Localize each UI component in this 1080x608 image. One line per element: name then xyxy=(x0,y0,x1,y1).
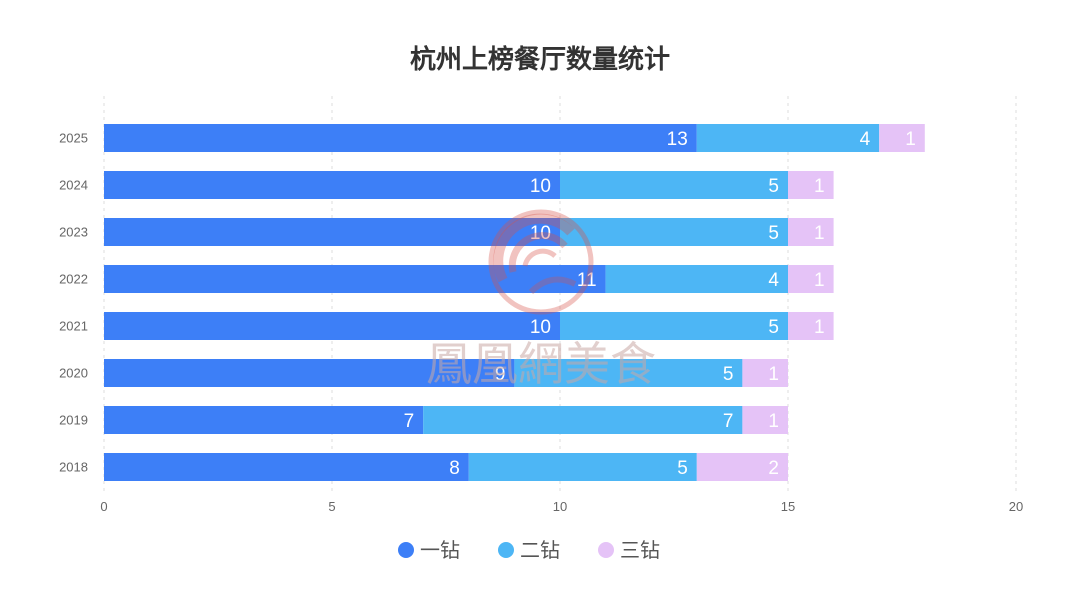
x-tick-label-3: 15 xyxy=(781,499,795,514)
legend-label-2: 三钻 xyxy=(620,538,660,562)
bar-label-2018-series-0: 8 xyxy=(449,458,460,479)
grid-layer xyxy=(103,96,1017,494)
bar-label-2024-series-1: 5 xyxy=(768,176,779,197)
bar-label-2018-series-1: 5 xyxy=(677,458,688,479)
bar-label-2022-series-0: 11 xyxy=(577,270,597,291)
legend-label-0: 一钻 xyxy=(420,538,460,562)
y-tick-label-2024: 2024 xyxy=(59,178,88,193)
bar-2025-series-2 xyxy=(879,124,925,152)
bar-2019-series-1 xyxy=(423,406,743,434)
bar-label-2025-series-0: 13 xyxy=(667,129,688,150)
bar-label-2018-series-2: 2 xyxy=(768,458,779,479)
phoenix-logo-icon xyxy=(488,209,594,315)
y-tick-label-2021: 2021 xyxy=(59,319,88,334)
watermark: 鳳凰網美食 xyxy=(426,209,656,391)
chart-title: 杭州上榜餐厅数量统计 xyxy=(410,44,670,75)
bar-label-2019-series-1: 7 xyxy=(723,411,734,432)
bar-label-2019-series-2: 1 xyxy=(768,411,779,432)
bar-label-2023-series-0: 10 xyxy=(530,223,551,244)
bar-2024-series-0 xyxy=(104,171,560,199)
bar-2024-series-2 xyxy=(788,171,834,199)
bar-2021-series-1 xyxy=(560,312,788,340)
bar-label-2024-series-0: 10 xyxy=(530,176,551,197)
bar-label-2024-series-2: 1 xyxy=(814,176,825,197)
bar-2019-series-0 xyxy=(104,406,424,434)
bar-2020-series-2 xyxy=(742,359,788,387)
bar-label-2023-series-2: 1 xyxy=(814,223,825,244)
y-tick-label-2025: 2025 xyxy=(59,131,88,146)
legend-marker-2 xyxy=(598,542,614,558)
bar-2022-series-1 xyxy=(605,265,788,293)
y-tick-label-2023: 2023 xyxy=(59,225,88,240)
bar-label-2025-series-2: 1 xyxy=(905,129,916,150)
legend: 一钻 二钻 三钻 xyxy=(398,538,660,562)
bar-label-2021-series-0: 10 xyxy=(530,317,551,338)
bar-label-2020-series-1: 5 xyxy=(723,364,734,385)
legend-marker-0 xyxy=(398,542,414,558)
bar-label-2020-series-2: 1 xyxy=(768,364,779,385)
bar-2022-series-2 xyxy=(788,265,834,293)
x-tick-label-1: 5 xyxy=(328,499,335,514)
bar-label-2021-series-1: 5 xyxy=(768,317,779,338)
bar-2021-series-0 xyxy=(104,312,560,340)
bar-label-2022-series-1: 4 xyxy=(768,270,779,291)
data-labels: 13 4 110 5 110 5 111 4 110 5 19 5 17 7 18 5 2 xyxy=(404,129,916,479)
bars xyxy=(104,124,925,481)
bar-2025-series-0 xyxy=(104,124,697,152)
bar-2018-series-0 xyxy=(104,453,469,481)
y-axis-ticks: 2025 2024 2023 2022 2021 2020 2019 2018 xyxy=(59,131,88,475)
bar-2020-series-1 xyxy=(514,359,743,387)
y-tick-label-2022: 2022 xyxy=(59,272,88,287)
legend-marker-1 xyxy=(498,542,514,558)
x-tick-label-2: 10 xyxy=(553,499,567,514)
bar-2023-series-0 xyxy=(104,218,560,246)
x-tick-label-0: 0 xyxy=(100,499,107,514)
bar-2019-series-2 xyxy=(742,406,788,434)
bar-label-2019-series-0: 7 xyxy=(404,411,415,432)
bar-label-2023-series-1: 5 xyxy=(768,223,779,244)
bar-2018-series-1 xyxy=(468,453,697,481)
bar-label-2022-series-2: 1 xyxy=(814,270,825,291)
y-tick-label-2020: 2020 xyxy=(59,366,88,381)
bar-label-2025-series-1: 4 xyxy=(860,129,871,150)
x-axis-ticks: 0 5 10 15 20 xyxy=(100,499,1023,514)
bar-2018-series-2 xyxy=(696,453,788,481)
y-tick-label-2018: 2018 xyxy=(59,460,88,475)
bar-2020-series-0 xyxy=(104,359,515,387)
bar-2023-series-2 xyxy=(788,218,834,246)
x-tick-label-4: 20 xyxy=(1009,499,1023,514)
watermark-text: 鳳凰網美食 xyxy=(426,337,656,391)
bar-2022-series-0 xyxy=(104,265,606,293)
y-tick-label-2019: 2019 xyxy=(59,413,88,428)
bar-2024-series-1 xyxy=(560,171,788,199)
legend-label-1: 二钻 xyxy=(520,538,560,562)
bar-label-2020-series-0: 9 xyxy=(495,364,506,385)
bar-2023-series-1 xyxy=(560,218,788,246)
bar-2025-series-1 xyxy=(696,124,880,152)
bar-label-2021-series-2: 1 xyxy=(814,317,825,338)
bar-2021-series-2 xyxy=(788,312,834,340)
